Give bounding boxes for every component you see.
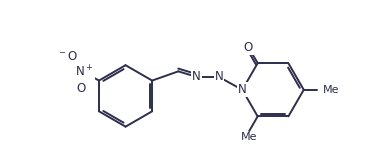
Text: N$^+$: N$^+$ bbox=[75, 64, 94, 80]
Text: N: N bbox=[214, 70, 223, 83]
Text: N: N bbox=[192, 70, 201, 83]
Text: O: O bbox=[77, 82, 86, 95]
Text: O: O bbox=[244, 41, 253, 54]
Text: N: N bbox=[238, 83, 247, 96]
Text: $^-$O: $^-$O bbox=[57, 50, 78, 63]
Text: Me: Me bbox=[241, 132, 257, 142]
Text: Me: Me bbox=[323, 85, 339, 95]
